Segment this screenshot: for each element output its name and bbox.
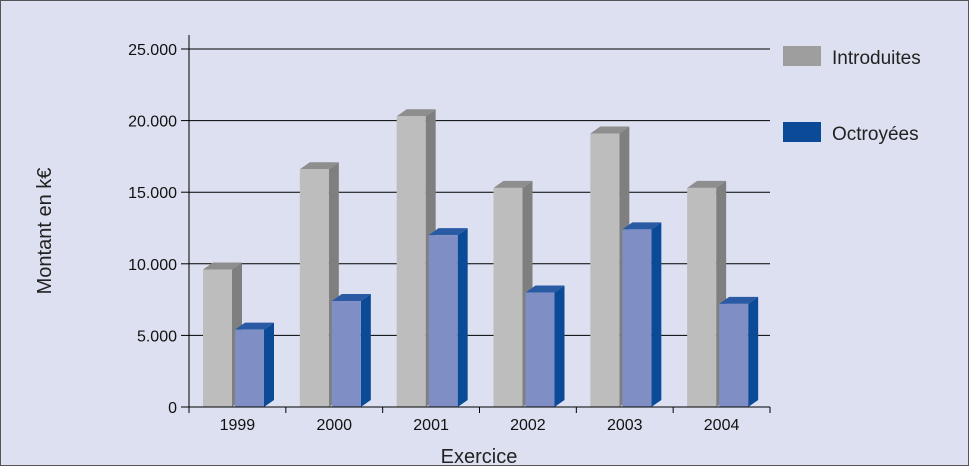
- bar-side-face: [554, 285, 565, 407]
- bar-octroyees-2000: [331, 294, 371, 407]
- bar-top-face: [719, 296, 759, 304]
- y-tick-label: 15.000: [128, 185, 177, 202]
- x-tick-label: 2004: [704, 417, 740, 434]
- bar-front-face: [687, 187, 717, 407]
- legend-label-introduites: Introduites: [832, 48, 921, 69]
- bar-introduites-2000: [299, 162, 339, 407]
- bar-octroyees-2003: [622, 222, 662, 407]
- bar-top-face: [235, 322, 274, 330]
- x-tick-label: 2001: [413, 417, 449, 434]
- bar-top-face: [622, 222, 662, 230]
- bar-octroyees-1999: [235, 322, 274, 407]
- bar-front-face: [299, 169, 329, 407]
- bars: [203, 109, 759, 407]
- bar-introduites-2001: [396, 109, 436, 407]
- bar-top-face: [493, 180, 533, 188]
- bar-front-face: [331, 301, 361, 407]
- bar-front-face: [203, 269, 232, 407]
- bar-front-face: [428, 235, 458, 407]
- bar-top-face: [396, 109, 436, 117]
- legend-swatch-octroyees: [783, 122, 821, 142]
- bar-top-face: [299, 162, 339, 170]
- bar-top-face: [525, 285, 565, 293]
- x-tick-label: 1999: [220, 417, 256, 434]
- bar-top-face: [428, 228, 468, 236]
- y-tick-label: 20.000: [128, 114, 177, 131]
- bar-top-face: [687, 180, 727, 188]
- y-tick-label: 10.000: [128, 257, 177, 274]
- legend-swatch-introduites: [783, 46, 821, 66]
- x-axis-title: Exercice: [441, 446, 518, 467]
- bar-side-face: [748, 296, 759, 407]
- bar-front-face: [719, 303, 749, 407]
- bar-front-face: [396, 116, 426, 407]
- bar-top-face: [203, 262, 242, 270]
- gridlines: [189, 48, 770, 336]
- y-tick-label: 25.000: [128, 42, 177, 59]
- bar-front-face: [525, 292, 555, 407]
- x-tick-label: 2002: [510, 417, 546, 434]
- bar-front-face: [590, 133, 620, 407]
- bar-side-face: [264, 322, 274, 407]
- bar-front-face: [235, 329, 264, 407]
- y-tick-label: 5.000: [137, 328, 177, 345]
- legend-label-octroyees: Octroyées: [832, 124, 919, 145]
- x-tick-label: 2000: [316, 417, 352, 434]
- legend: Introduites Octroyées: [783, 46, 921, 145]
- y-tick-label: 0: [168, 400, 177, 417]
- bar-front-face: [622, 229, 652, 407]
- bar-front-face: [493, 187, 523, 407]
- bar-top-face: [331, 294, 371, 302]
- y-axis-title: Montant en k€: [34, 168, 56, 295]
- x-tick-label: 2003: [607, 417, 643, 434]
- bar-side-face: [360, 294, 371, 407]
- bar-octroyees-2004: [719, 296, 759, 407]
- bar-side-face: [457, 228, 468, 407]
- bar-top-face: [590, 126, 630, 134]
- bar-side-face: [651, 222, 662, 407]
- bar-octroyees-2001: [428, 228, 468, 407]
- axes: 0 5.000 10.000 15.000 20.000 25.000 1999 2000 20…: [128, 35, 771, 434]
- bar-octroyees-2002: [525, 285, 565, 407]
